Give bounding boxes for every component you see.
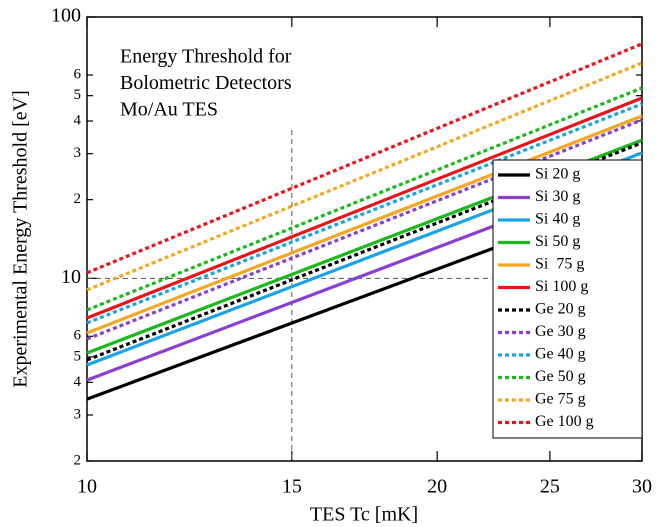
legend-label: Si 40 g	[535, 211, 580, 228]
legend-label: Si 30 g	[535, 188, 580, 205]
legend-box	[492, 159, 643, 439]
series-line	[86, 141, 643, 362]
legend-label: Si 75 g	[535, 256, 584, 273]
y-tick-label: 3	[74, 406, 82, 422]
y-tick-label: 100	[51, 5, 81, 27]
series-line	[86, 96, 643, 320]
legend: Si 20 g Si 30 g Si 40 g Si 50 g Si 75 g Si 10…	[492, 159, 643, 439]
y-tick-label: 6	[74, 66, 82, 82]
x-tick-label: 30	[632, 476, 652, 498]
y-tick-label: 5	[74, 348, 82, 364]
x-tick-label: 25	[540, 476, 560, 498]
series-line	[86, 61, 643, 292]
x-tick-label: 20	[427, 476, 447, 498]
y-tick-label: 4	[74, 374, 82, 390]
y-tick-label: 2	[74, 452, 82, 468]
y-tick-label: 10	[61, 266, 81, 288]
y-tick-label: 5	[74, 87, 82, 103]
annotation: Mo/Au TES	[120, 99, 218, 121]
legend-label: Ge 20 g	[535, 301, 586, 318]
legend-label: Ge 75 g	[535, 391, 586, 408]
annotation: Bolometric Detectors	[120, 72, 292, 94]
annotation: Energy Threshold for	[120, 46, 292, 68]
x-tick-label: 15	[282, 476, 302, 498]
y-tick-label: 6	[74, 328, 82, 344]
y-tick-label: 4	[74, 112, 82, 128]
series-line	[86, 114, 643, 335]
y-axis-label: Experimental Energy Threshold [eV]	[10, 90, 32, 388]
series-line	[86, 42, 643, 275]
y-tick-label: 2	[74, 191, 82, 207]
legend-label: Si 20 g	[535, 166, 580, 183]
series-line	[86, 102, 643, 325]
x-axis-label: TES Tc [mK]	[310, 504, 418, 526]
legend-label: Ge 100 g	[535, 413, 594, 430]
series-line	[86, 86, 643, 312]
series-line	[86, 118, 643, 341]
x-tick-label: 10	[77, 476, 97, 498]
y-tick-label: 3	[74, 145, 82, 161]
legend-label: Ge 30 g	[535, 323, 586, 340]
legend-label: Si 100 g	[535, 278, 588, 295]
legend-label: Si 50 g	[535, 233, 580, 250]
legend-label: Ge 50 g	[535, 368, 586, 385]
legend-label: Ge 40 g	[535, 346, 586, 363]
